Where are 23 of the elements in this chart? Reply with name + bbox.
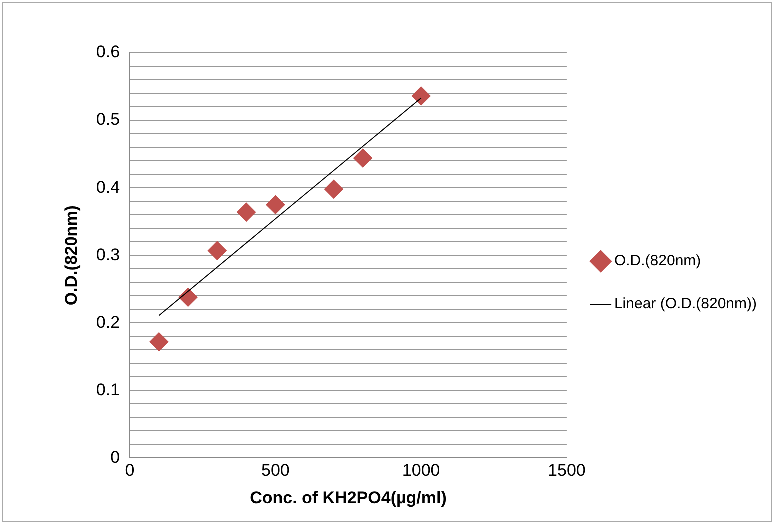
point <box>324 180 344 199</box>
y-tick-label: 0.5 <box>96 110 120 130</box>
x-tick-label: 500 <box>261 461 290 480</box>
y-tick-label: 0.6 <box>96 42 120 62</box>
legend-label: Linear (O.D.(820nm)) <box>614 296 758 313</box>
point <box>150 332 169 352</box>
y-tick-label: 0 <box>110 448 120 467</box>
point <box>178 288 198 307</box>
y-tick-label: 0.2 <box>96 312 120 332</box>
x-tick-label: 0 <box>125 461 135 480</box>
x-axis-title: Conc. of KH2PO4(µg/ml) <box>250 488 447 508</box>
point <box>412 86 431 106</box>
point <box>237 202 256 222</box>
point <box>266 195 286 214</box>
x-tick-label: 1000 <box>402 461 440 480</box>
point <box>208 241 227 260</box>
y-tick-label: 0.3 <box>96 245 120 264</box>
legend-label: O.D.(820nm) <box>614 252 702 270</box>
point <box>354 148 373 168</box>
y-axis-title: O.D.(820nm) <box>62 206 81 306</box>
x-tick-label: 1500 <box>548 461 586 480</box>
y-tick-label: 0.4 <box>96 178 120 197</box>
y-tick-label: 0.1 <box>96 380 120 400</box>
